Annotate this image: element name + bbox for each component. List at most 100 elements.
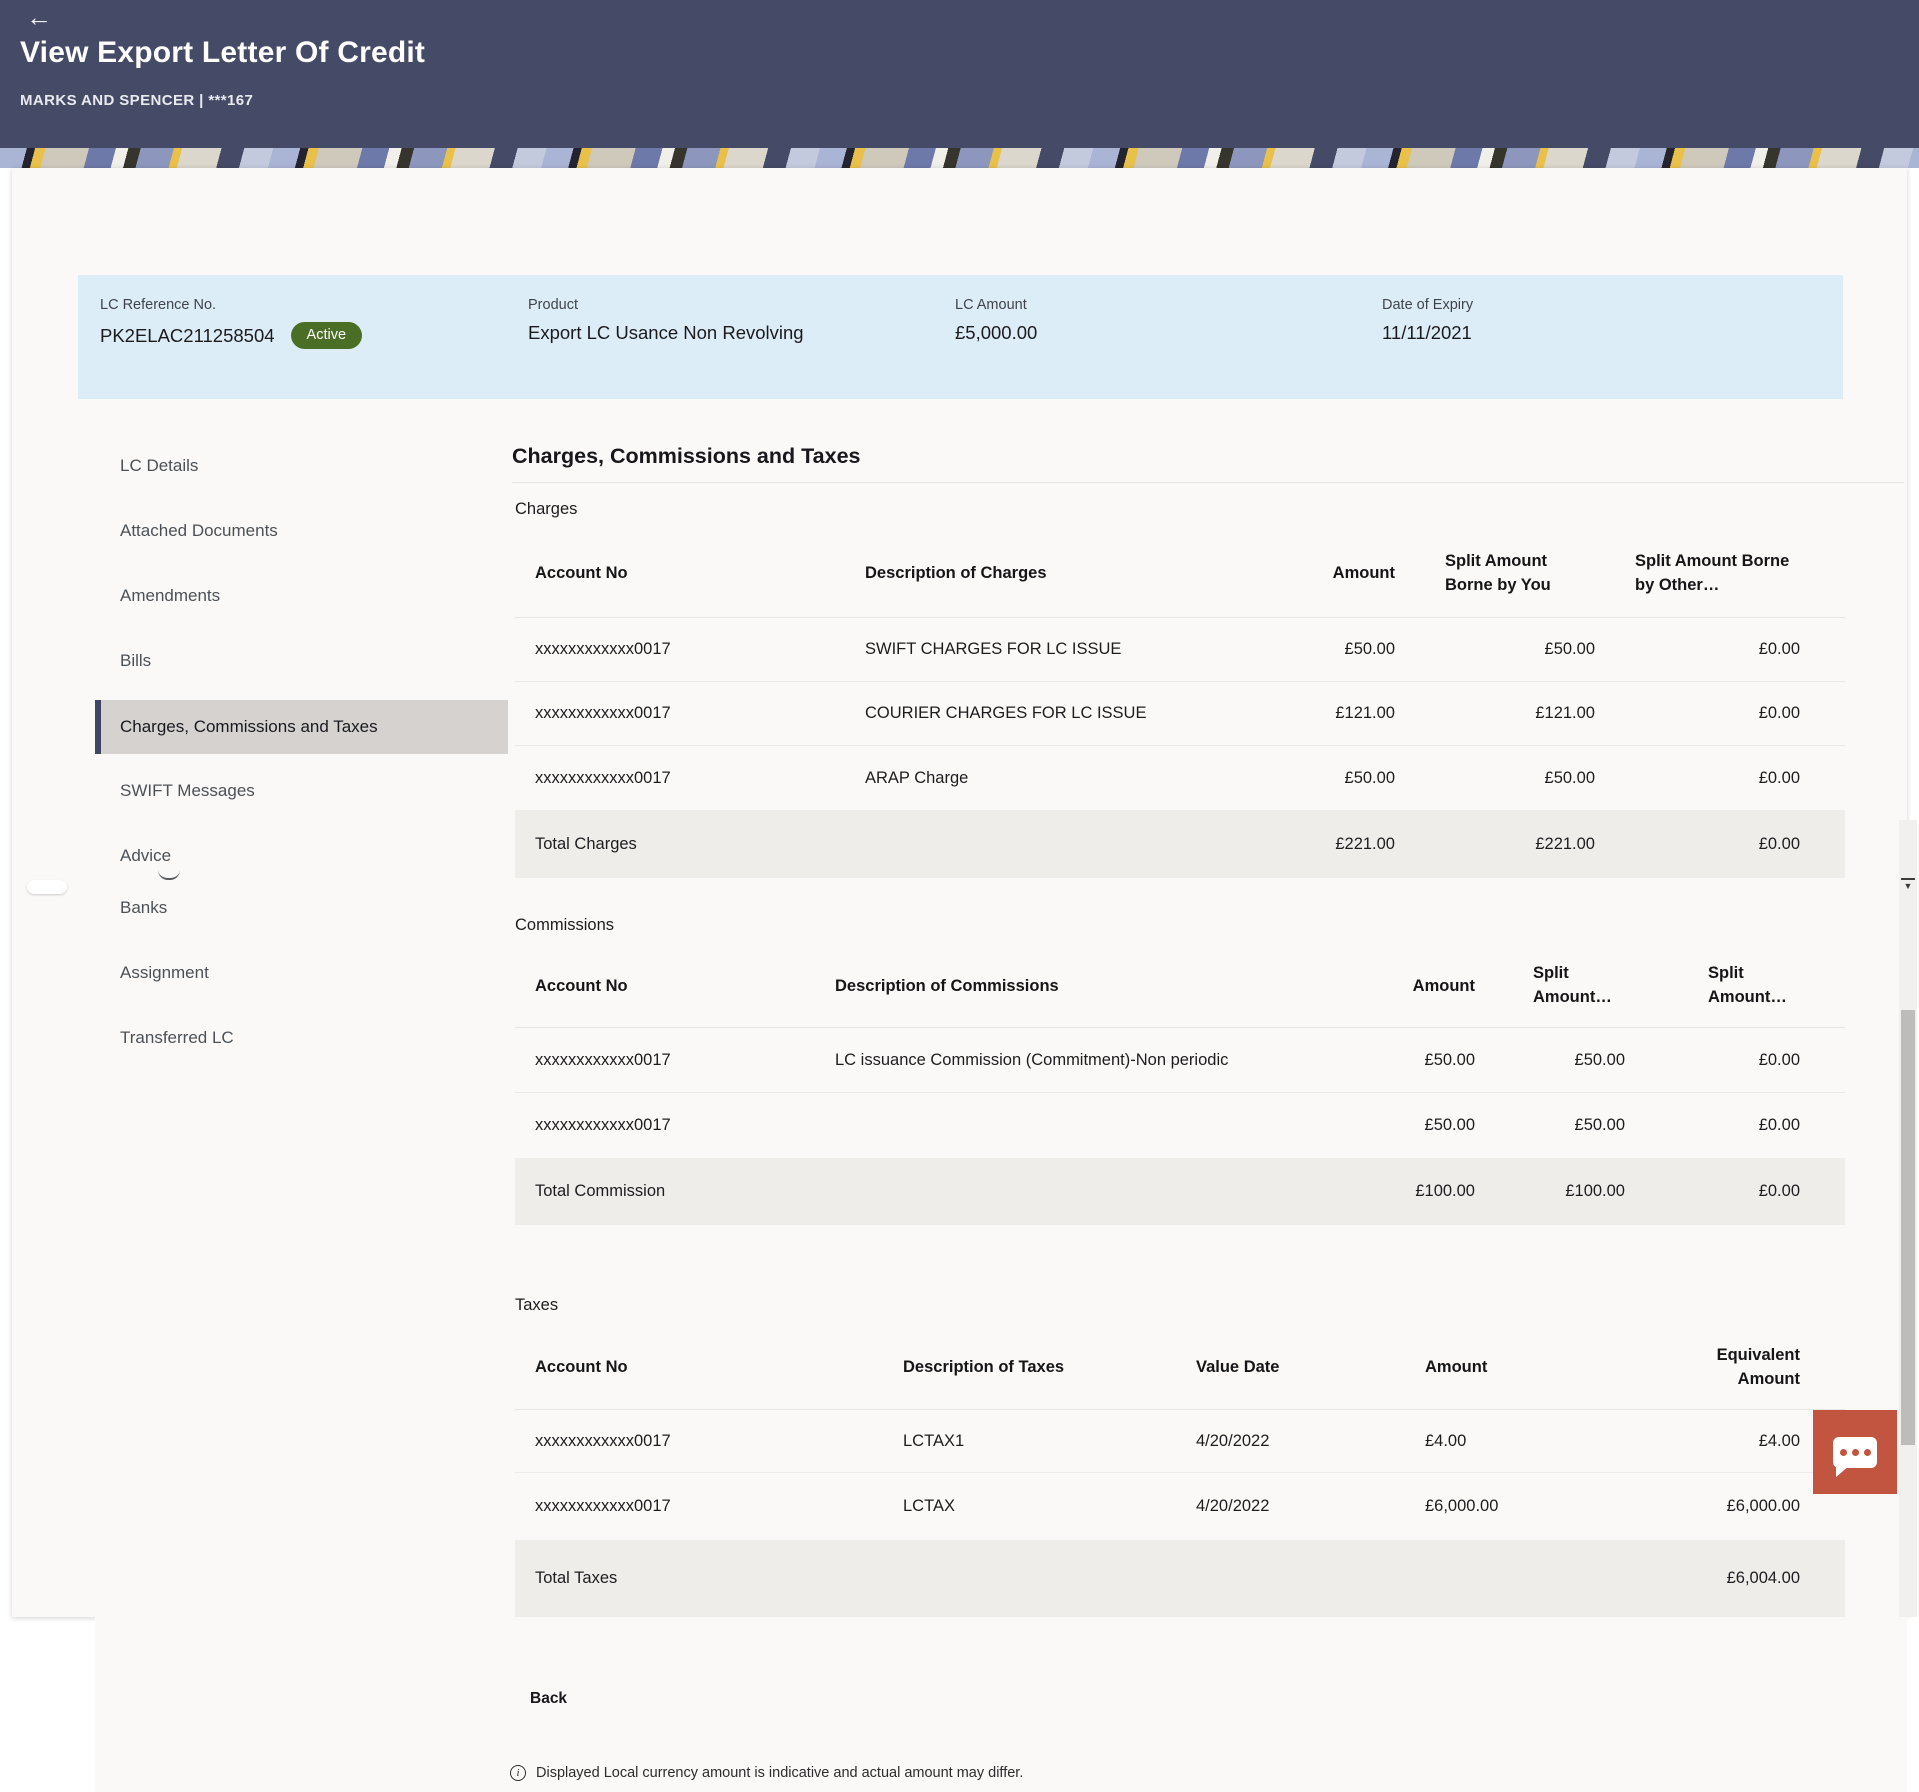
account-no: xxxxxxxxxxxx0017 <box>535 1050 671 1069</box>
total-split-you: £100.00 <box>1565 1182 1625 1200</box>
commission-description: LC issuance Commission (Commitment)-Non … <box>835 1050 1229 1069</box>
sidebar-item-advice[interactable]: Advice <box>120 846 172 865</box>
tax-amount: £6,000.00 <box>1425 1497 1499 1515</box>
disclaimer-text: Displayed Local currency amount is indic… <box>536 1765 1024 1781</box>
column-header: Amount <box>1425 1358 1488 1376</box>
split-borne-you: £50.00 <box>1544 640 1595 658</box>
info-icon: i <box>510 1765 526 1781</box>
column-header: Account No <box>535 976 628 995</box>
chat-bubble-icon <box>1833 1436 1877 1477</box>
sidebar-item-bills[interactable]: Bills <box>120 651 152 670</box>
account-no: xxxxxxxxxxxx0017 <box>535 1116 671 1134</box>
heading-divider <box>512 482 1904 483</box>
table-row: xxxxxxxxxxxx0017 SWIFT CHARGES FOR LC IS… <box>515 618 1845 682</box>
column-header: Split Amount Borne by You <box>1445 551 1551 594</box>
table-row: xxxxxxxxxxxx0017 LC issuance Commission … <box>515 1028 1845 1093</box>
chat-button[interactable] <box>1813 1410 1897 1494</box>
total-label: Total Commission <box>535 1182 666 1200</box>
column-header: Value Date <box>1196 1358 1280 1376</box>
status-badge: Active <box>290 322 363 349</box>
split-borne-you: £121.00 <box>1535 704 1595 722</box>
commission-amount: £50.00 <box>1424 1116 1475 1134</box>
split-borne-other: £0.00 <box>1758 1050 1800 1069</box>
sidebar-item-transferred-lc[interactable]: Transferred LC <box>120 1028 234 1047</box>
table-row: xxxxxxxxxxxx0017 £50.00 £50.00 £0.00 <box>515 1093 1845 1158</box>
sidebar-item-swift-messages[interactable]: SWIFT Messages <box>120 781 255 800</box>
commissions-table-header: Account No Description of Commissions Am… <box>515 945 1845 1028</box>
sidebar-item-amendments[interactable]: Amendments <box>120 586 221 605</box>
total-split-other: £0.00 <box>1758 1182 1800 1200</box>
charge-amount: £50.00 <box>1344 640 1395 658</box>
column-header: Split Amount… <box>1708 964 1787 1006</box>
sidebar-active-label: Charges, Commissions and Taxes <box>120 717 378 736</box>
taxes-section-label: Taxes <box>515 1296 559 1314</box>
charge-description: ARAP Charge <box>865 768 969 787</box>
commission-amount: £50.00 <box>1424 1050 1475 1069</box>
value-date: 4/20/2022 <box>1196 1497 1270 1515</box>
column-header: Account No <box>535 564 628 582</box>
field-label: LC Reference No. <box>100 297 217 313</box>
column-header: Description of Charges <box>865 564 1047 582</box>
table-row: xxxxxxxxxxxx0017 LCTAX1 4/20/2022 £4.00 … <box>515 1410 1845 1473</box>
summary-field-reference: LC Reference No. PK2ELAC211258504 Active <box>100 297 363 349</box>
tax-amount: £4.00 <box>1425 1431 1467 1450</box>
panel-handle-artifact <box>27 880 67 894</box>
account-no: xxxxxxxxxxxx0017 <box>535 640 671 658</box>
total-equivalent: £6,004.00 <box>1726 1569 1800 1587</box>
charges-section-label: Charges <box>515 500 578 518</box>
summary-field-expiry: Date of Expiry 11/11/2021 <box>1382 297 1473 344</box>
column-header: Account No <box>535 1358 628 1376</box>
summary-field-product: Product Export LC Usance Non Revolving <box>528 297 804 344</box>
split-borne-other: £0.00 <box>1758 1116 1800 1134</box>
charges-total-row: Total Charges £221.00 £221.00 £0.00 <box>515 810 1845 878</box>
column-header: Equivalent Amount <box>1716 1345 1800 1388</box>
lc-reference-value: PK2ELAC211258504 <box>100 324 275 346</box>
account-no: xxxxxxxxxxxx0017 <box>535 768 671 787</box>
page-title: View Export Letter Of Credit <box>20 36 426 69</box>
clipped-text-artifact <box>158 870 180 880</box>
field-label: Product <box>528 297 578 313</box>
total-label: Total Charges <box>535 834 637 853</box>
taxes-table-header: Account No Description of Taxes Value Da… <box>515 1326 1845 1410</box>
sidebar-item-attached-documents[interactable]: Attached Documents <box>120 521 278 540</box>
commissions-section-label: Commissions <box>515 916 615 934</box>
decorative-banner-strip <box>0 148 1919 168</box>
account-no: xxxxxxxxxxxx0017 <box>535 1497 671 1515</box>
account-no: xxxxxxxxxxxx0017 <box>535 704 671 722</box>
scrollbar-arrow[interactable]: ▼ <box>1901 878 1915 891</box>
field-label: LC Amount <box>955 297 1027 313</box>
total-split-other: £0.00 <box>1758 834 1800 853</box>
charges-table: Account No Description of Charges Amount… <box>515 530 1845 878</box>
column-header: Split Amount… <box>1533 964 1612 1006</box>
back-button[interactable]: Back <box>530 1690 568 1707</box>
page-header: ← View Export Letter Of Credit MARKS AND… <box>0 0 1919 148</box>
total-label: Total Taxes <box>535 1569 618 1587</box>
table-row: xxxxxxxxxxxx0017 ARAP Charge £50.00 £50.… <box>515 746 1845 810</box>
account-no: xxxxxxxxxxxx0017 <box>535 1431 671 1450</box>
total-split-you: £221.00 <box>1535 834 1595 853</box>
charge-amount: £50.00 <box>1344 768 1395 787</box>
equivalent-amount: £4.00 <box>1758 1431 1800 1450</box>
column-header: Description of Taxes <box>903 1358 1065 1376</box>
lc-amount-value: £5,000.00 <box>955 322 1038 343</box>
column-header: Amount <box>1412 976 1475 995</box>
sidebar-item-charges-active[interactable]: Charges, Commissions and Taxes <box>95 700 508 754</box>
charge-amount: £121.00 <box>1335 704 1395 722</box>
charges-table-header: Account No Description of Charges Amount… <box>515 530 1845 618</box>
sidebar-item-assignment[interactable]: Assignment <box>120 963 209 982</box>
split-borne-you: £50.00 <box>1544 768 1595 787</box>
split-borne-you: £50.00 <box>1574 1050 1625 1069</box>
equivalent-amount: £6,000.00 <box>1726 1497 1800 1515</box>
column-header: Description of Commissions <box>835 976 1059 995</box>
taxes-table: Account No Description of Taxes Value Da… <box>515 1326 1845 1617</box>
back-arrow-icon[interactable]: ← <box>26 2 52 32</box>
disclaimer: i Displayed Local currency amount is ind… <box>510 1765 1023 1781</box>
field-label: Date of Expiry <box>1382 297 1474 313</box>
summary-field-amount: LC Amount £5,000.00 <box>955 297 1037 344</box>
tax-description: LCTAX <box>903 1497 955 1515</box>
lc-summary-bar: LC Reference No. PK2ELAC211258504 Active… <box>78 275 1843 399</box>
sidebar-item-banks[interactable]: Banks <box>120 898 168 917</box>
sidebar-item-lc-details[interactable]: LC Details <box>120 456 199 475</box>
scrollbar-thumb[interactable] <box>1901 1010 1915 1445</box>
commissions-table: Account No Description of Commissions Am… <box>515 945 1845 1225</box>
